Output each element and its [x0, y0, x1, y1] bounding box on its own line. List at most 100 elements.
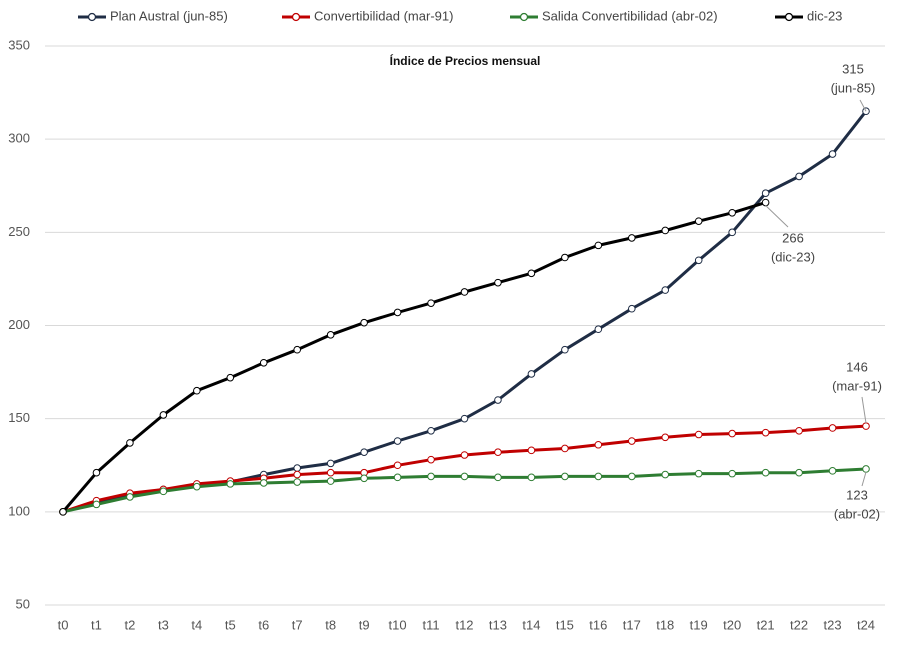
legend-item: Plan Austral (jun-85): [78, 8, 228, 23]
data-point: [393, 473, 402, 482]
data-point: [360, 448, 368, 457]
data-point: [661, 286, 670, 294]
data-point: [627, 472, 636, 481]
data-point: [527, 269, 536, 278]
data-point: [460, 288, 469, 296]
data-point: [360, 318, 368, 327]
data-point: [828, 467, 837, 475]
data-point: [460, 414, 469, 423]
x-tick-label: t9: [359, 617, 370, 632]
y-tick-label: 50: [16, 596, 30, 611]
data-point: [494, 278, 502, 287]
annotation-leader: [861, 396, 867, 424]
data-point: [326, 477, 335, 485]
data-point: [494, 448, 502, 457]
data-point: [393, 461, 402, 470]
x-tick-label: t24: [857, 617, 875, 632]
data-point: [293, 464, 302, 472]
data-point: [795, 468, 803, 477]
annotation-leader: [861, 471, 867, 487]
x-tick-label: t22: [790, 617, 808, 632]
data-point: [627, 437, 636, 445]
data-point: [728, 429, 736, 438]
data-point: [159, 487, 168, 496]
y-tick-label: 350: [8, 37, 30, 52]
data-point: [594, 241, 603, 250]
x-tick-label: t17: [623, 617, 641, 632]
data-point: [460, 472, 469, 481]
data-point: [728, 208, 736, 217]
data-point: [761, 189, 770, 198]
x-tick-label: t13: [489, 617, 507, 632]
data-point: [427, 426, 435, 435]
legend-item: Salida Convertibilidad (abr-02): [510, 8, 718, 23]
chart-title: Índice de Precios mensual: [390, 53, 541, 68]
annotation: 266 (dic-23): [765, 205, 815, 264]
x-tick-label: t20: [723, 617, 741, 632]
legend-item: dic-23: [775, 8, 842, 23]
data-point: [761, 468, 770, 477]
annotation: 315 (jun-85): [831, 61, 876, 112]
annotation-value: 315: [842, 61, 864, 76]
data-point: [259, 358, 268, 367]
legend-marker: [784, 12, 794, 22]
data-point: [226, 480, 235, 488]
y-tick-label: 150: [8, 410, 30, 425]
series: [59, 198, 770, 516]
legend-label: dic-23: [807, 8, 842, 23]
x-tick-label: t5: [225, 617, 236, 632]
x-tick-label: t12: [455, 617, 473, 632]
annotation-value: 266: [782, 230, 804, 245]
data-point: [159, 411, 168, 419]
legend-label: Salida Convertibilidad (abr-02): [542, 8, 718, 23]
y-tick-label: 250: [8, 224, 30, 239]
data-point: [393, 308, 402, 317]
legend-marker: [519, 12, 529, 22]
legend-label: Convertibilidad (mar-91): [314, 8, 453, 23]
data-point: [862, 422, 870, 430]
legend-label: Plan Austral (jun-85): [110, 8, 228, 23]
data-point: [427, 472, 435, 481]
data-point: [393, 437, 402, 445]
data-point: [59, 508, 67, 516]
annotation-value: 123: [846, 487, 868, 502]
annotation-value: 146: [846, 359, 868, 374]
data-point: [293, 345, 302, 354]
data-point: [761, 428, 770, 437]
data-point: [561, 345, 569, 354]
data-point: [259, 479, 268, 487]
x-tick-label: t2: [124, 617, 135, 632]
data-point: [594, 325, 603, 334]
annotation-note: (mar-91): [832, 378, 882, 393]
data-point: [193, 482, 201, 491]
data-point: [862, 465, 870, 473]
y-tick-label: 100: [8, 503, 30, 518]
x-tick-label: t19: [690, 617, 708, 632]
data-point: [193, 386, 201, 395]
x-tick-label: t15: [556, 617, 574, 632]
data-point: [226, 373, 235, 382]
data-point: [527, 473, 536, 482]
data-point: [661, 433, 670, 442]
data-point: [360, 474, 368, 483]
annotation-leader: [859, 99, 867, 112]
legend-marker: [87, 12, 97, 22]
x-tick-label: t21: [757, 617, 775, 632]
data-point: [293, 478, 302, 486]
data-point: [561, 253, 569, 262]
x-tick-label: t1: [91, 617, 102, 632]
data-point: [594, 472, 603, 481]
annotation-note: (jun-85): [831, 80, 876, 95]
y-tick-label: 300: [8, 131, 30, 146]
x-tick-label: t10: [389, 617, 407, 632]
annotation: 146 (mar-91): [832, 359, 882, 424]
series: [59, 465, 870, 516]
x-tick-label: t16: [589, 617, 607, 632]
x-tick-label: t3: [158, 617, 169, 632]
data-point: [326, 468, 335, 477]
data-point: [627, 234, 636, 242]
annotation: 123 (abr-02): [834, 471, 880, 521]
x-tick-label: t0: [58, 617, 69, 632]
series: [59, 422, 870, 516]
